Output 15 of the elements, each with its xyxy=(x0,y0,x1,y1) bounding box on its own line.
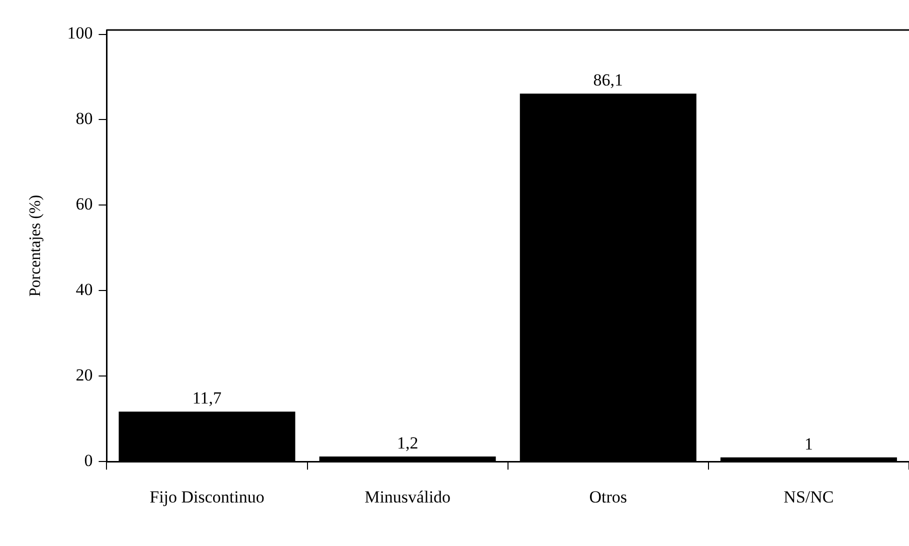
y-axis-title: Porcentajes (%) xyxy=(26,194,44,297)
data-label: 11,7 xyxy=(192,388,222,408)
x-tick-label: Otros xyxy=(589,487,628,506)
y-tick-label: 0 xyxy=(84,451,93,470)
data-label: 86,1 xyxy=(593,70,624,90)
y-tick-label: 20 xyxy=(76,366,93,385)
y-tick-label: 40 xyxy=(76,280,93,300)
data-label: 1,2 xyxy=(396,433,418,452)
x-tick-label: Minusválido xyxy=(364,487,451,506)
x-tick-label: NS/NC xyxy=(784,487,834,506)
y-tick-label: 100 xyxy=(67,24,93,43)
data-label: 1 xyxy=(804,434,813,454)
y-tick-label: 80 xyxy=(76,109,93,128)
x-tick-label: Fijo Discontinuo xyxy=(150,487,264,506)
y-tick-label: 60 xyxy=(76,194,93,214)
